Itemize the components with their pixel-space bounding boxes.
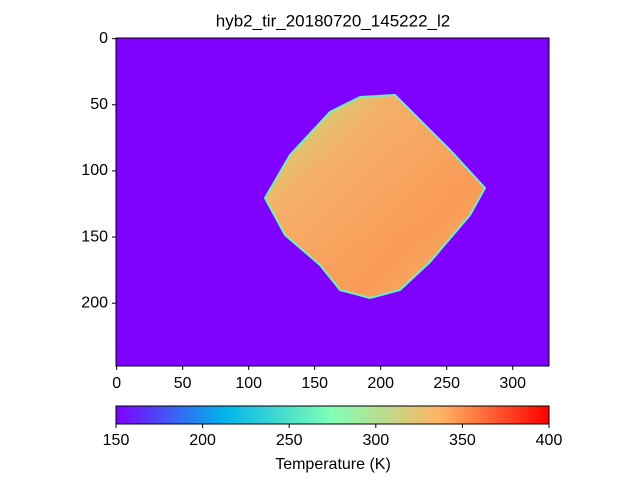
colorbar [115,405,550,425]
colorbar-tick-label: 150 [103,432,130,449]
colorbar-tick-label: 350 [449,432,476,449]
colorbar-tick-label: 300 [362,432,389,449]
asteroid-image [263,93,487,300]
colorbar-label: Temperature (K) [275,456,391,473]
y-tick-label: 0 [99,30,108,47]
x-tick-label: 0 [112,375,121,392]
x-tick-label: 200 [367,375,394,392]
chart-title: hyb2_tir_20180720_145222_l2 [216,11,450,30]
colorbar-tick-label: 200 [189,432,216,449]
colorbar-tick-label: 250 [276,432,303,449]
colorbar-tick-label: 400 [536,432,563,449]
x-tick-label: 250 [433,375,460,392]
x-tick-label: 150 [301,375,328,392]
y-tick-label: 200 [81,294,108,311]
y-tick-label: 50 [90,96,108,113]
y-tick-label: 150 [81,228,108,245]
axes-frame [115,37,550,367]
x-tick-label: 100 [235,375,262,392]
x-tick-label: 300 [499,375,526,392]
x-tick-label: 50 [174,375,192,392]
y-tick-label: 100 [81,162,108,179]
